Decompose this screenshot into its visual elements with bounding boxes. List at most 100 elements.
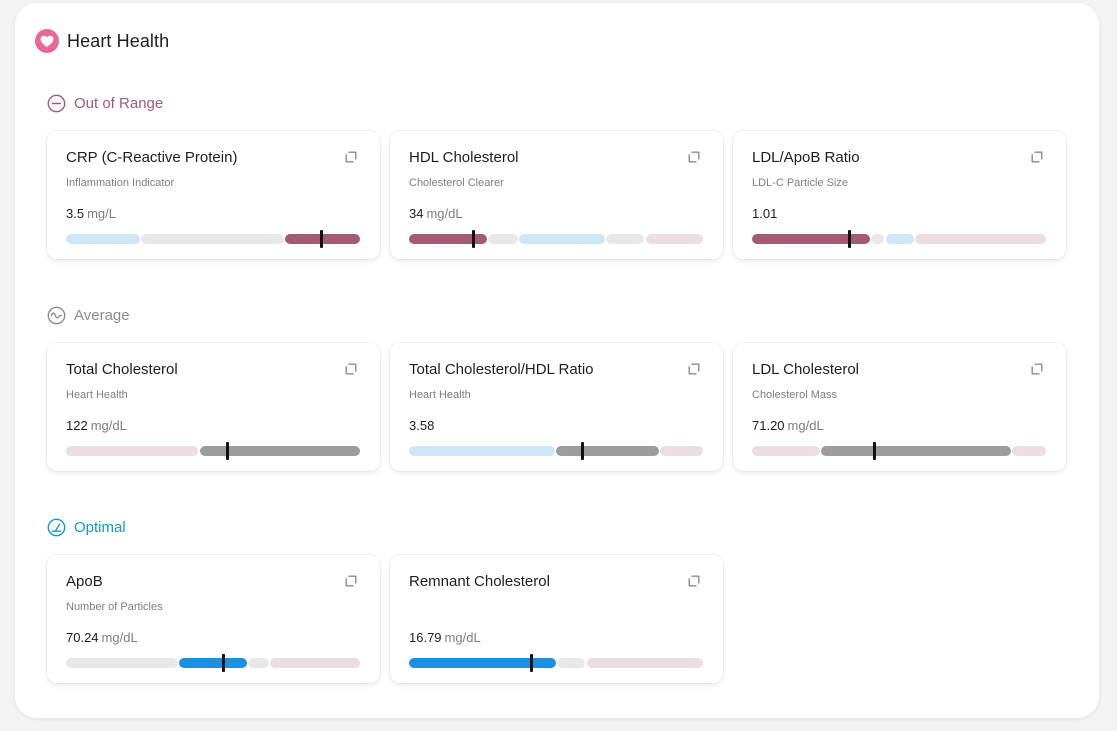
expand-icon[interactable] bbox=[345, 363, 357, 375]
value-marker bbox=[872, 442, 876, 460]
card-title: CRP (C-Reactive Protein) bbox=[66, 149, 238, 166]
range-segment bbox=[199, 446, 360, 456]
value-unit: mg/dL bbox=[444, 630, 481, 645]
card-value: 70.24 mg/dL bbox=[66, 630, 138, 645]
card-title: Total Cholesterol/HDL Ratio bbox=[409, 361, 594, 378]
value-number: 1.01 bbox=[752, 206, 778, 221]
range-bar bbox=[409, 230, 703, 248]
heart-icon bbox=[35, 29, 59, 53]
card-value: 34 mg/dL bbox=[409, 206, 463, 221]
value-unit: mg/dL bbox=[426, 206, 463, 221]
card-value: 71.20 mg/dL bbox=[752, 418, 824, 433]
range-segment bbox=[871, 234, 885, 244]
value-unit: mg/dL bbox=[787, 418, 824, 433]
card-title: HDL Cholesterol bbox=[409, 149, 519, 166]
card-subtitle: Heart Health bbox=[66, 389, 128, 401]
range-segment bbox=[660, 446, 703, 456]
range-bar bbox=[66, 654, 360, 672]
card-title: Total Cholesterol bbox=[66, 361, 178, 378]
card-subtitle: Cholesterol Mass bbox=[752, 389, 837, 401]
range-segment bbox=[66, 658, 178, 668]
range-bar bbox=[66, 230, 360, 248]
range-segment bbox=[179, 658, 247, 668]
value-marker bbox=[221, 654, 225, 672]
card-title: LDL/ApoB Ratio bbox=[752, 149, 860, 166]
range-bar bbox=[752, 230, 1046, 248]
card-subtitle: Number of Particles bbox=[66, 601, 163, 613]
value-number: 122 bbox=[66, 418, 88, 433]
card-subtitle: LDL-C Particle Size bbox=[752, 177, 848, 189]
section-label-average: Average bbox=[74, 307, 130, 324]
expand-icon[interactable] bbox=[345, 151, 357, 163]
expand-icon[interactable] bbox=[1031, 363, 1043, 375]
card-subtitle: Cholesterol Clearer bbox=[409, 177, 504, 189]
range-segment bbox=[645, 234, 703, 244]
value-marker bbox=[472, 230, 476, 248]
range-segment bbox=[605, 234, 645, 244]
biomarker-card-total-cholesterol-hdl-ratio[interactable]: Total Cholesterol/HDL Ratio Heart Health… bbox=[390, 343, 723, 471]
value-number: 34 bbox=[409, 206, 424, 221]
range-segment bbox=[1012, 446, 1046, 456]
biomarker-card-remnant-cholesterol[interactable]: Remnant Cholesterol 16.79 mg/dL bbox=[390, 555, 723, 683]
value-unit: mg/L bbox=[87, 206, 116, 221]
range-segment bbox=[885, 234, 914, 244]
range-segment bbox=[409, 446, 555, 456]
value-marker bbox=[847, 230, 851, 248]
page-title: Heart Health bbox=[67, 30, 170, 51]
card-subtitle: Heart Health bbox=[409, 389, 471, 401]
section-label-out-of-range: Out of Range bbox=[74, 95, 164, 112]
range-segment bbox=[66, 446, 199, 456]
biomarker-card-ldl-apob-ratio[interactable]: LDL/ApoB Ratio LDL-C Particle Size 1.01 bbox=[733, 131, 1066, 259]
range-segment bbox=[519, 234, 605, 244]
range-segment bbox=[821, 446, 1011, 456]
section-average: Average bbox=[47, 306, 130, 325]
biomarker-card-crp[interactable]: CRP (C-Reactive Protein) Inflammation In… bbox=[47, 131, 380, 259]
expand-icon[interactable] bbox=[688, 575, 700, 587]
card-title: Remnant Cholesterol bbox=[409, 573, 550, 590]
range-segment bbox=[140, 234, 284, 244]
card-value: 3.58 bbox=[409, 418, 437, 433]
range-bar bbox=[66, 442, 360, 460]
minus-circle-icon bbox=[47, 94, 66, 113]
value-marker bbox=[320, 230, 324, 248]
wave-circle-icon bbox=[47, 306, 66, 325]
range-segment bbox=[270, 658, 360, 668]
expand-icon[interactable] bbox=[1031, 151, 1043, 163]
biomarker-card-apob[interactable]: ApoB Number of Particles 70.24 mg/dL bbox=[47, 555, 380, 683]
range-segment bbox=[409, 658, 556, 668]
value-marker bbox=[529, 654, 533, 672]
expand-icon[interactable] bbox=[688, 151, 700, 163]
card-value: 3.5 mg/L bbox=[66, 206, 116, 221]
value-number: 16.79 bbox=[409, 630, 442, 645]
section-label-optimal: Optimal bbox=[74, 519, 126, 536]
value-number: 71.20 bbox=[752, 418, 785, 433]
biomarker-card-total-cholesterol[interactable]: Total Cholesterol Heart Health 122 mg/dL bbox=[47, 343, 380, 471]
range-segment bbox=[752, 446, 820, 456]
card-title: LDL Cholesterol bbox=[752, 361, 859, 378]
value-number: 3.58 bbox=[409, 418, 435, 433]
panel-header: Heart Health bbox=[35, 29, 169, 53]
value-unit: mg/dL bbox=[101, 630, 138, 645]
expand-icon[interactable] bbox=[345, 575, 357, 587]
section-optimal: Optimal bbox=[47, 518, 126, 537]
card-value: 1.01 bbox=[752, 206, 780, 221]
expand-icon[interactable] bbox=[688, 363, 700, 375]
range-segment bbox=[409, 234, 487, 244]
card-subtitle: Inflammation Indicator bbox=[66, 177, 175, 189]
range-segment bbox=[557, 658, 586, 668]
range-segment bbox=[752, 234, 870, 244]
value-number: 3.5 bbox=[66, 206, 85, 221]
gauge-circle-icon bbox=[47, 518, 66, 537]
value-number: 70.24 bbox=[66, 630, 99, 645]
value-unit: mg/dL bbox=[90, 418, 127, 433]
card-value: 16.79 mg/dL bbox=[409, 630, 481, 645]
value-marker bbox=[226, 442, 230, 460]
range-bar bbox=[752, 442, 1046, 460]
biomarker-card-hdl-cholesterol[interactable]: HDL Cholesterol Cholesterol Clearer 34 mg… bbox=[390, 131, 723, 259]
range-segment bbox=[915, 234, 1046, 244]
biomarker-card-ldl-cholesterol[interactable]: LDL Cholesterol Cholesterol Mass 71.20 mg… bbox=[733, 343, 1066, 471]
value-marker bbox=[580, 442, 584, 460]
heart-health-panel: Heart Health Out of Range Average Optima… bbox=[15, 3, 1099, 718]
range-segment bbox=[248, 658, 269, 668]
section-out-of-range: Out of Range bbox=[47, 94, 163, 113]
